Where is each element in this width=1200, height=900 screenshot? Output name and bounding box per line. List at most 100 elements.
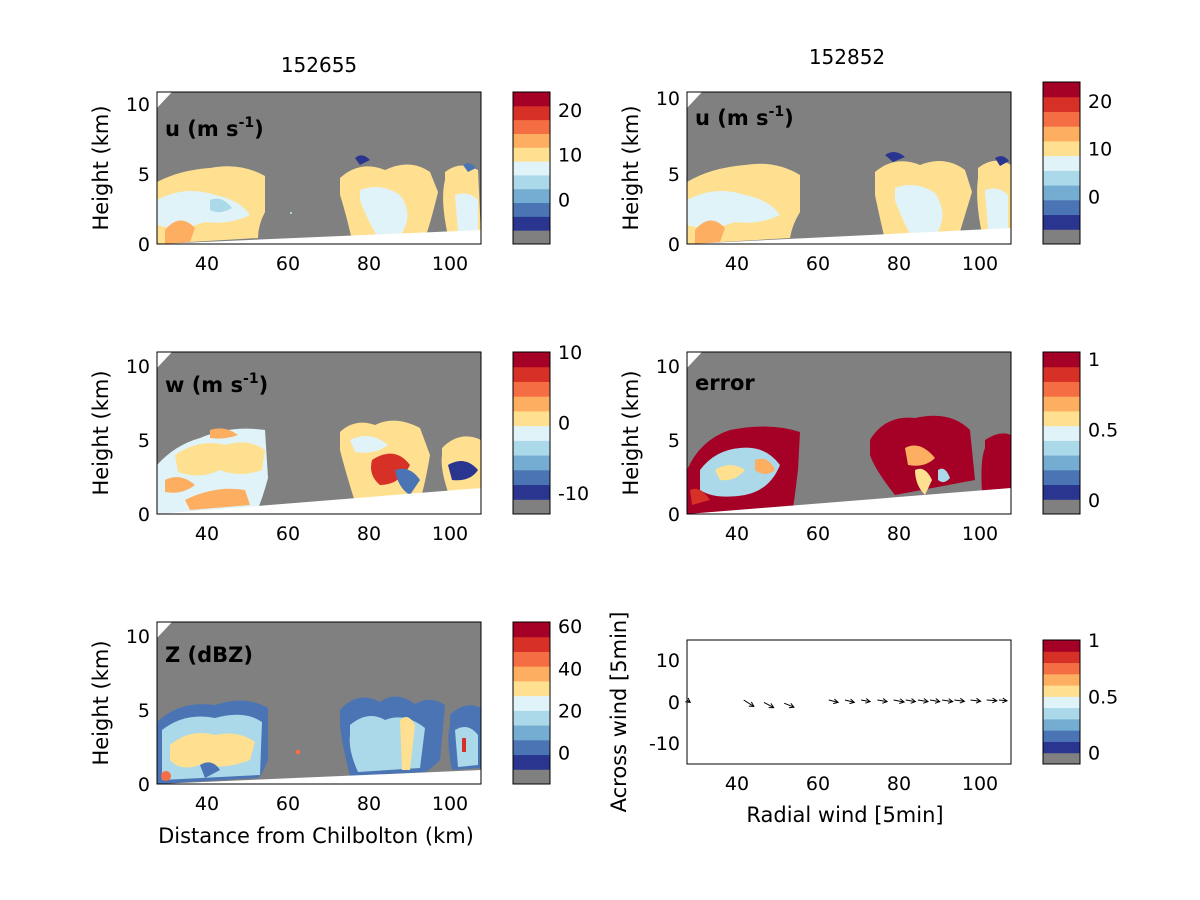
wind-arrow-head — [975, 697, 982, 704]
ytick-label: 10 — [126, 626, 150, 648]
xtick-label: 60 — [806, 523, 830, 545]
wind-arrow-head — [849, 698, 856, 705]
colorbar-segment — [1043, 640, 1080, 652]
w-left-ylabel: Height (km) — [89, 370, 113, 495]
panel-z-left: 40 60 80 100 0 5 10 Height (km) Distance… — [89, 616, 582, 848]
wind-arrow — [784, 702, 795, 708]
error-right-xticks: 40 60 80 100 — [725, 523, 998, 545]
u-right-panel-label: u (m s-1) — [695, 104, 794, 130]
ytick-label: 10 — [126, 356, 150, 378]
wind-arrow — [986, 699, 997, 702]
colorbar-segment — [1043, 707, 1080, 720]
panel-error-right: 40 60 80 100 0 5 10 Height (km) error 00… — [619, 349, 1118, 545]
colorbar-segment — [513, 147, 550, 162]
colorbar-segment — [1043, 82, 1080, 98]
colorbar-segment — [1043, 155, 1080, 171]
w-left-field — [157, 352, 481, 514]
xtick-label: 100 — [432, 523, 468, 545]
colorbar-tick-label: 0 — [558, 412, 570, 434]
colorbar-segment — [513, 499, 550, 515]
error-right-colorbar: 00.51 — [1042, 349, 1118, 515]
xtick-label: 100 — [432, 253, 468, 275]
u-left-panel-label: u (m s-1) — [165, 115, 264, 141]
colorbar-tick-label: 20 — [1088, 91, 1112, 113]
z-left-yticks: 0 5 10 — [126, 626, 150, 796]
colorbar-segment — [1043, 170, 1080, 186]
colorbar-segment — [513, 366, 550, 382]
panel-quiver-right: 40 60 80 100 -10 0 10 Across wind [5min]… — [607, 612, 1118, 827]
xtick-label: 60 — [276, 253, 300, 275]
wind-arrow-head — [910, 698, 917, 704]
wind-arrow-head — [865, 698, 872, 704]
colorbar-frame — [512, 621, 551, 785]
ytick-label: 5 — [138, 164, 150, 186]
ytick-label: 0 — [138, 234, 150, 256]
wind-arrow-head — [959, 697, 966, 704]
ytick-label: 5 — [668, 164, 680, 186]
wind-arrow — [893, 699, 905, 703]
wind-arrow-head — [833, 698, 840, 705]
colorbar-segment — [1043, 214, 1080, 230]
quiver-colorbar: 00.51 — [1042, 630, 1118, 765]
colorbar-segment — [513, 484, 550, 500]
wind-arrow-head — [934, 698, 941, 704]
u-left-field — [157, 92, 481, 244]
wind-arrow — [763, 701, 774, 709]
column-title-right: 152852 — [809, 45, 885, 69]
colorbar-segment — [513, 92, 550, 107]
colorbar-tick-label: 40 — [558, 658, 582, 680]
z-left-panel-label: Z (dBZ) — [165, 643, 253, 667]
colorbar-segment — [513, 622, 550, 638]
colorbar-segment — [513, 651, 550, 667]
wind-arrow — [905, 699, 916, 703]
colorbar-segment — [1043, 730, 1080, 742]
wind-arrow-head — [748, 701, 755, 707]
colorbar-segment — [513, 202, 550, 217]
colorbar-frame — [512, 351, 551, 515]
colorbar-tick-label: -10 — [558, 483, 589, 505]
colorbar-segment — [1043, 366, 1080, 382]
colorbar-segment — [513, 710, 550, 726]
xtick-label: 100 — [432, 793, 468, 815]
colorbar-segment — [513, 216, 550, 231]
ytick-label: 5 — [668, 430, 680, 452]
colorbar-tick-label: 10 — [1088, 139, 1112, 161]
ytick-label: 0 — [668, 234, 680, 256]
u-right-ylabel: Height (km) — [619, 105, 643, 230]
wind-arrow — [844, 699, 855, 703]
colorbar-segment — [513, 695, 550, 711]
colorbar-frame — [1042, 81, 1081, 245]
quiver-xlabel: Radial wind [5min] — [746, 803, 943, 827]
z-left-xlabel: Distance from Chilbolton (km) — [158, 824, 474, 848]
xtick-label: 40 — [195, 523, 219, 545]
xtick-label: 60 — [276, 523, 300, 545]
xtick-label: 100 — [962, 253, 998, 275]
colorbar-segment — [1043, 96, 1080, 112]
colorbar-segment — [1043, 352, 1080, 368]
u-left-colorbar: 0 10 20 — [512, 91, 582, 245]
colorbar-tick-label: 1 — [1088, 630, 1100, 652]
xtick-label: 80 — [357, 523, 381, 545]
colorbar-segment — [513, 105, 550, 121]
wind-arrow — [970, 699, 981, 702]
colorbar-tick-label: 0.5 — [1088, 686, 1118, 708]
xtick-label: 80 — [357, 793, 381, 815]
panel-w-left: 40 60 80 100 0 5 10 Height (km) w (m s-1… — [89, 342, 589, 545]
colorbar-segment — [1043, 111, 1080, 127]
u-right-field — [687, 92, 1011, 244]
colorbar-tick-label: 60 — [558, 616, 582, 638]
error-right-yticks: 0 5 10 — [656, 356, 680, 526]
xtick-label: 60 — [806, 253, 830, 275]
column-title-left: 152655 — [281, 53, 357, 77]
colorbar-segment — [513, 725, 550, 741]
ytick-label: -10 — [649, 733, 680, 755]
colorbar-segment — [1043, 425, 1080, 441]
xtick-label: 40 — [195, 253, 219, 275]
ytick-label: 0 — [138, 504, 150, 526]
colorbar-segment — [513, 381, 550, 397]
xtick-label: 80 — [357, 253, 381, 275]
colorbar-tick-label: 0 — [1088, 186, 1100, 208]
colorbar-tick-label: 0.5 — [1088, 420, 1118, 442]
wind-arrow-head — [899, 698, 906, 704]
colorbar-segment — [1043, 140, 1080, 157]
